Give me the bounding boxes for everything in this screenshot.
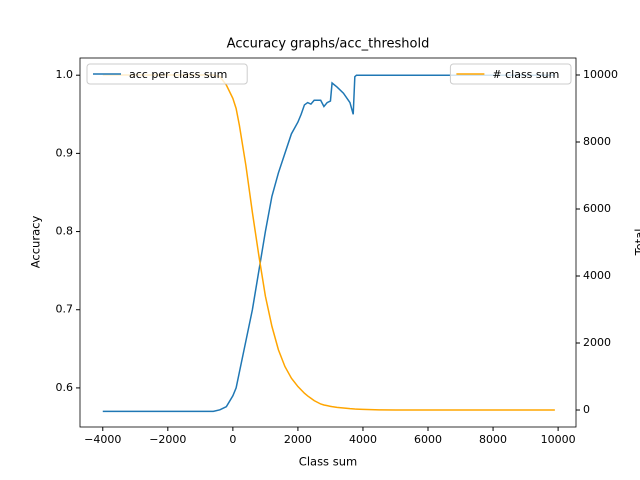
y2-tick-label: 6000 bbox=[583, 202, 611, 215]
x-tick-label: 8000 bbox=[479, 433, 507, 446]
x-tick-label: −2000 bbox=[149, 433, 186, 446]
y-tick-label: 0.6 bbox=[56, 381, 74, 394]
x-tick-label: −4000 bbox=[84, 433, 121, 446]
legend-label: acc per class sum bbox=[129, 68, 227, 81]
data-line bbox=[102, 74, 555, 413]
x-tick-label: 2000 bbox=[284, 433, 312, 446]
x-axis-label: Class sum bbox=[299, 455, 357, 469]
legend-label: # class sum bbox=[492, 68, 559, 81]
legend-box bbox=[449, 63, 572, 85]
chart-title: Accuracy graphs/acc_threshold bbox=[227, 37, 430, 52]
y2-tick-label: 8000 bbox=[583, 135, 611, 148]
y2-tick-label: 4000 bbox=[583, 269, 611, 282]
x-tick-label: 4000 bbox=[349, 433, 377, 446]
plot-frame bbox=[79, 57, 577, 428]
x-tick-label: 10000 bbox=[541, 433, 576, 446]
y-tick-label: 0.8 bbox=[56, 225, 74, 238]
y2-axis-label: Total bbox=[633, 229, 640, 257]
y2-tick-label: 2000 bbox=[583, 336, 611, 349]
y-tick-label: 0.7 bbox=[56, 303, 74, 316]
y-tick-label: 0.9 bbox=[56, 146, 74, 159]
y-tick-label: 1.0 bbox=[56, 68, 74, 81]
y2-tick-label: 10000 bbox=[583, 68, 618, 81]
data-line bbox=[102, 74, 555, 411]
y-axis-label: Accuracy bbox=[29, 216, 43, 269]
legend-box bbox=[86, 63, 248, 85]
x-tick-label: 0 bbox=[229, 433, 236, 446]
y2-tick-label: 0 bbox=[583, 403, 590, 416]
x-tick-label: 6000 bbox=[414, 433, 442, 446]
